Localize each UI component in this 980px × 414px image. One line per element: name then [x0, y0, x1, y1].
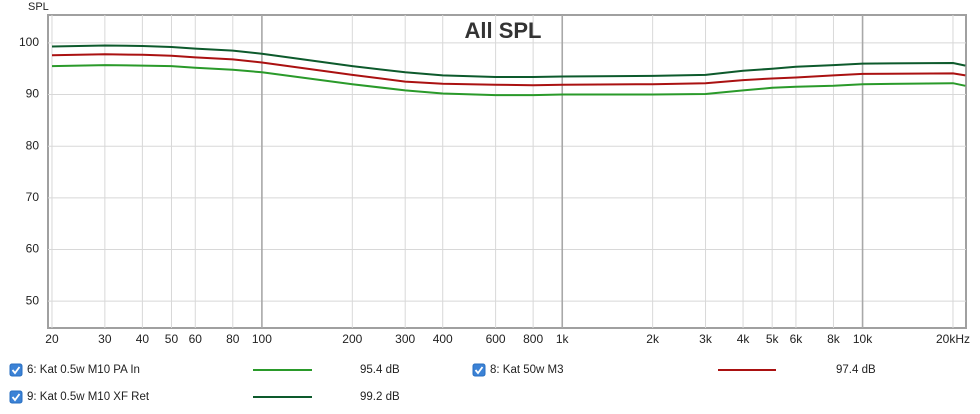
legend-item[interactable]: 8: Kat 50w M3 97.4 dB — [472, 363, 876, 377]
legend-checkbox[interactable] — [9, 390, 23, 404]
x-tick-label: 50 — [165, 332, 179, 346]
x-tick-label: 200 — [342, 332, 362, 346]
series-line — [51, 64, 966, 97]
y-tick-label: 50 — [26, 293, 40, 307]
y-tick-label: 90 — [26, 87, 40, 101]
legend-checkbox[interactable] — [9, 363, 23, 377]
x-tick-label: 8k — [827, 332, 841, 346]
x-tick-label: 800 — [523, 332, 543, 346]
checkmark — [11, 366, 21, 375]
grid — [48, 15, 966, 328]
x-tick-label: 20 — [45, 332, 59, 346]
y-tick-label: 80 — [26, 138, 40, 152]
x-tick-label: 2k — [646, 332, 660, 346]
plot-area — [47, 14, 967, 329]
series-line — [51, 53, 966, 87]
x-tick-label: 6k — [790, 332, 804, 346]
chart-title: All SPL — [464, 18, 541, 43]
legend: 6: Kat 0.5w M10 PA In 95.4 dB 8: Kat 50w M… — [9, 363, 876, 404]
x-tick-label: 1k — [556, 332, 570, 346]
x-tick-label: 40 — [136, 332, 150, 346]
x-tick-label: 400 — [433, 332, 453, 346]
checkmark — [11, 393, 21, 402]
x-tick-label: 80 — [226, 332, 240, 346]
series-line — [51, 44, 966, 78]
legend-item[interactable]: 9: Kat 0.5w M10 XF Ret 99.2 dB — [9, 390, 400, 404]
x-tick-label: 30 — [98, 332, 112, 346]
x-tick-label: 60 — [189, 332, 203, 346]
x-tick-label: 3k — [699, 332, 713, 346]
x-tick-label: 4k — [737, 332, 751, 346]
legend-value: 99.2 dB — [360, 391, 400, 403]
legend-value: 97.4 dB — [836, 364, 876, 376]
y-tick-label: 70 — [26, 190, 40, 204]
legend-item[interactable]: 6: Kat 0.5w M10 PA In 95.4 dB — [9, 363, 400, 377]
legend-label: 8: Kat 50w M3 — [490, 364, 564, 376]
checkmark — [474, 366, 484, 375]
x-tick-label: 20kHz — [936, 332, 970, 346]
x-tick-label: 10k — [853, 332, 873, 346]
y-tick-label: 100 — [19, 35, 39, 49]
legend-label: 6: Kat 0.5w M10 PA In — [27, 364, 140, 376]
y-axis-label: SPL — [28, 1, 49, 13]
legend-label: 9: Kat 0.5w M10 XF Ret — [27, 391, 150, 403]
x-tick-label: 600 — [486, 332, 506, 346]
x-tick-label: 100 — [252, 332, 272, 346]
y-tick-label: 60 — [26, 242, 40, 256]
x-tick-label: 5k — [766, 332, 780, 346]
legend-checkbox[interactable] — [472, 363, 486, 377]
x-tick-label: 300 — [395, 332, 415, 346]
legend-value: 95.4 dB — [360, 364, 400, 376]
